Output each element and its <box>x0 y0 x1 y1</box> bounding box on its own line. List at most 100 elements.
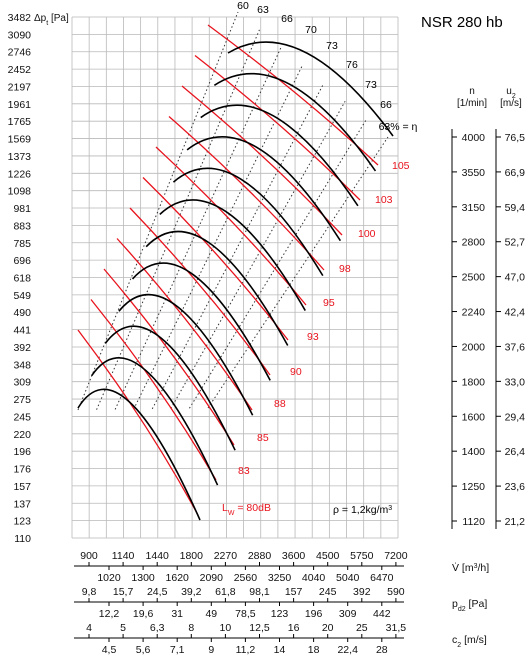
speed-curve <box>200 104 359 207</box>
bottom-scale-value: 18 <box>308 644 320 656</box>
efficiency-guide-line <box>96 29 260 410</box>
bottom-scale-value: 5040 <box>336 572 360 584</box>
n-scale-value: 2500 <box>462 272 486 284</box>
y-tick-label: 123 <box>13 516 31 528</box>
right-speed-scales: 1120 21,2 1250 23,6 1400 26,4 1600 29,4 1800 33,0… <box>451 86 526 529</box>
noise-label: 98 <box>339 263 351 275</box>
bottom-scale-value: 14 <box>274 644 286 656</box>
bottom-scale-value: 15,7 <box>113 586 134 598</box>
y-tick-label: 176 <box>13 464 31 476</box>
efficiency-guide-line <box>77 11 239 411</box>
bottom-scale-value: 1020 <box>97 572 121 584</box>
bottom-scale-value: 7,1 <box>170 644 185 656</box>
bottom-scale-value: 196 <box>305 608 323 620</box>
u2-scale-unit: [m/s] <box>500 98 522 109</box>
efficiency-label: 66 <box>281 13 293 25</box>
speed-curve <box>131 262 271 381</box>
y-tick-label: 696 <box>13 255 31 267</box>
u2-scale-value: 26,4 <box>505 446 526 458</box>
noise-label: 105 <box>392 160 410 172</box>
bottom-scale-value: 28 <box>376 644 388 656</box>
efficiency-label: 73 <box>326 40 338 52</box>
speed-curve <box>145 230 289 346</box>
bottom-scale-value: 5750 <box>350 550 374 562</box>
n-scale-value: 4000 <box>462 132 486 144</box>
bottom-scale-value: 4,5 <box>102 644 117 656</box>
y-tick-label: 441 <box>13 325 31 337</box>
bottom-scale-value: 3250 <box>268 572 292 584</box>
bottom-scale-value: 590 <box>387 586 405 598</box>
speed-curve <box>227 41 394 137</box>
bottom-scales: 900 1140 1440 1800 2270 2880 3600 4500 5750 7200 1… <box>74 550 489 656</box>
bottom-scale-value: 1300 <box>131 572 155 584</box>
bottom-scale-value: 392 <box>353 586 371 598</box>
bottom-scale-value: 1800 <box>180 550 204 562</box>
noise-label: 103 <box>375 194 393 206</box>
y-tick-label: 137 <box>13 498 31 510</box>
bottom-scale-value: 98,1 <box>249 586 270 598</box>
u2-scale-value: 29,4 <box>505 411 526 423</box>
chart-grid <box>71 16 399 539</box>
bottom-scale-value: 442 <box>373 608 391 620</box>
speed-curve <box>213 72 377 172</box>
n-scale-value: 3150 <box>462 202 486 214</box>
efficiency-label: 63% = η <box>379 121 418 133</box>
y-tick-label: 157 <box>13 481 31 493</box>
bottom-scale-value: 2090 <box>200 572 224 584</box>
efficiency-label: 76 <box>346 59 358 71</box>
y-axis-label: Δpt [Pa] <box>34 13 69 27</box>
n-scale-value: 1250 <box>462 481 486 493</box>
y-tick-label: 1226 <box>8 168 32 180</box>
bottom-scale-value: 4 <box>86 622 92 634</box>
y-tick-label: 883 <box>13 220 31 232</box>
bottom-scale-value: 9 <box>208 644 214 656</box>
bottom-scale-value: 12,5 <box>249 622 270 634</box>
bottom-scale-value: 2270 <box>214 550 238 562</box>
noise-label: 85 <box>257 432 269 444</box>
noise-label: LW = 80dB <box>222 502 271 517</box>
n-scale-value: 1600 <box>462 411 486 423</box>
n-scale-value: 1120 <box>462 516 485 528</box>
bottom-scale-value: 1620 <box>166 572 190 584</box>
y-tick-label: 3482 <box>8 12 32 24</box>
noise-label: 90 <box>290 366 302 378</box>
bottom-scale-value: 25 <box>356 622 368 634</box>
n-scale-value: 2000 <box>462 341 486 353</box>
y-tick-label: 785 <box>13 238 31 250</box>
speed-curve <box>90 357 219 486</box>
efficiency-guide-line <box>170 101 346 409</box>
bottom-scale-value: 24,5 <box>147 586 168 598</box>
y-tick-label: 490 <box>13 307 31 319</box>
y-tick-label: 1961 <box>8 99 32 111</box>
bottom-scale-title: V̇ [m3/h] <box>452 561 489 574</box>
efficiency-label: 73 <box>365 79 377 91</box>
y-tick-label: 3090 <box>8 29 32 41</box>
noise-line <box>116 238 253 411</box>
y-tick-label: 618 <box>13 273 31 285</box>
noise-label: 83 <box>238 465 250 477</box>
speed-curve <box>172 167 324 277</box>
bottom-scale-value: 61,8 <box>215 586 236 598</box>
y-tick-label: 110 <box>14 533 31 545</box>
bottom-scale-value: 309 <box>339 608 357 620</box>
bottom-scale-value: 39,2 <box>181 586 202 598</box>
bottom-scale-value: 1140 <box>112 550 135 562</box>
bottom-scale-value: 16 <box>288 622 300 634</box>
bottom-scale-value: 22,4 <box>337 644 358 656</box>
n-scale-value: 2800 <box>462 237 486 249</box>
noise-line <box>129 207 271 376</box>
bottom-scale-value: 31 <box>171 608 183 620</box>
bottom-scale-value: 4040 <box>302 572 326 584</box>
n-scale-value: 3550 <box>462 167 486 179</box>
u2-scale-value: 42,4 <box>505 307 526 319</box>
efficiency-label: 63 <box>257 4 269 16</box>
bottom-scale-value: 4500 <box>316 550 340 562</box>
bottom-scale-value: 19,6 <box>133 608 154 620</box>
bottom-scale-value: 157 <box>285 586 303 598</box>
n-scale-value: 1400 <box>462 446 486 458</box>
noise-line <box>90 299 217 481</box>
y-tick-label: 549 <box>13 290 31 302</box>
efficiency-label: 60 <box>237 0 249 12</box>
